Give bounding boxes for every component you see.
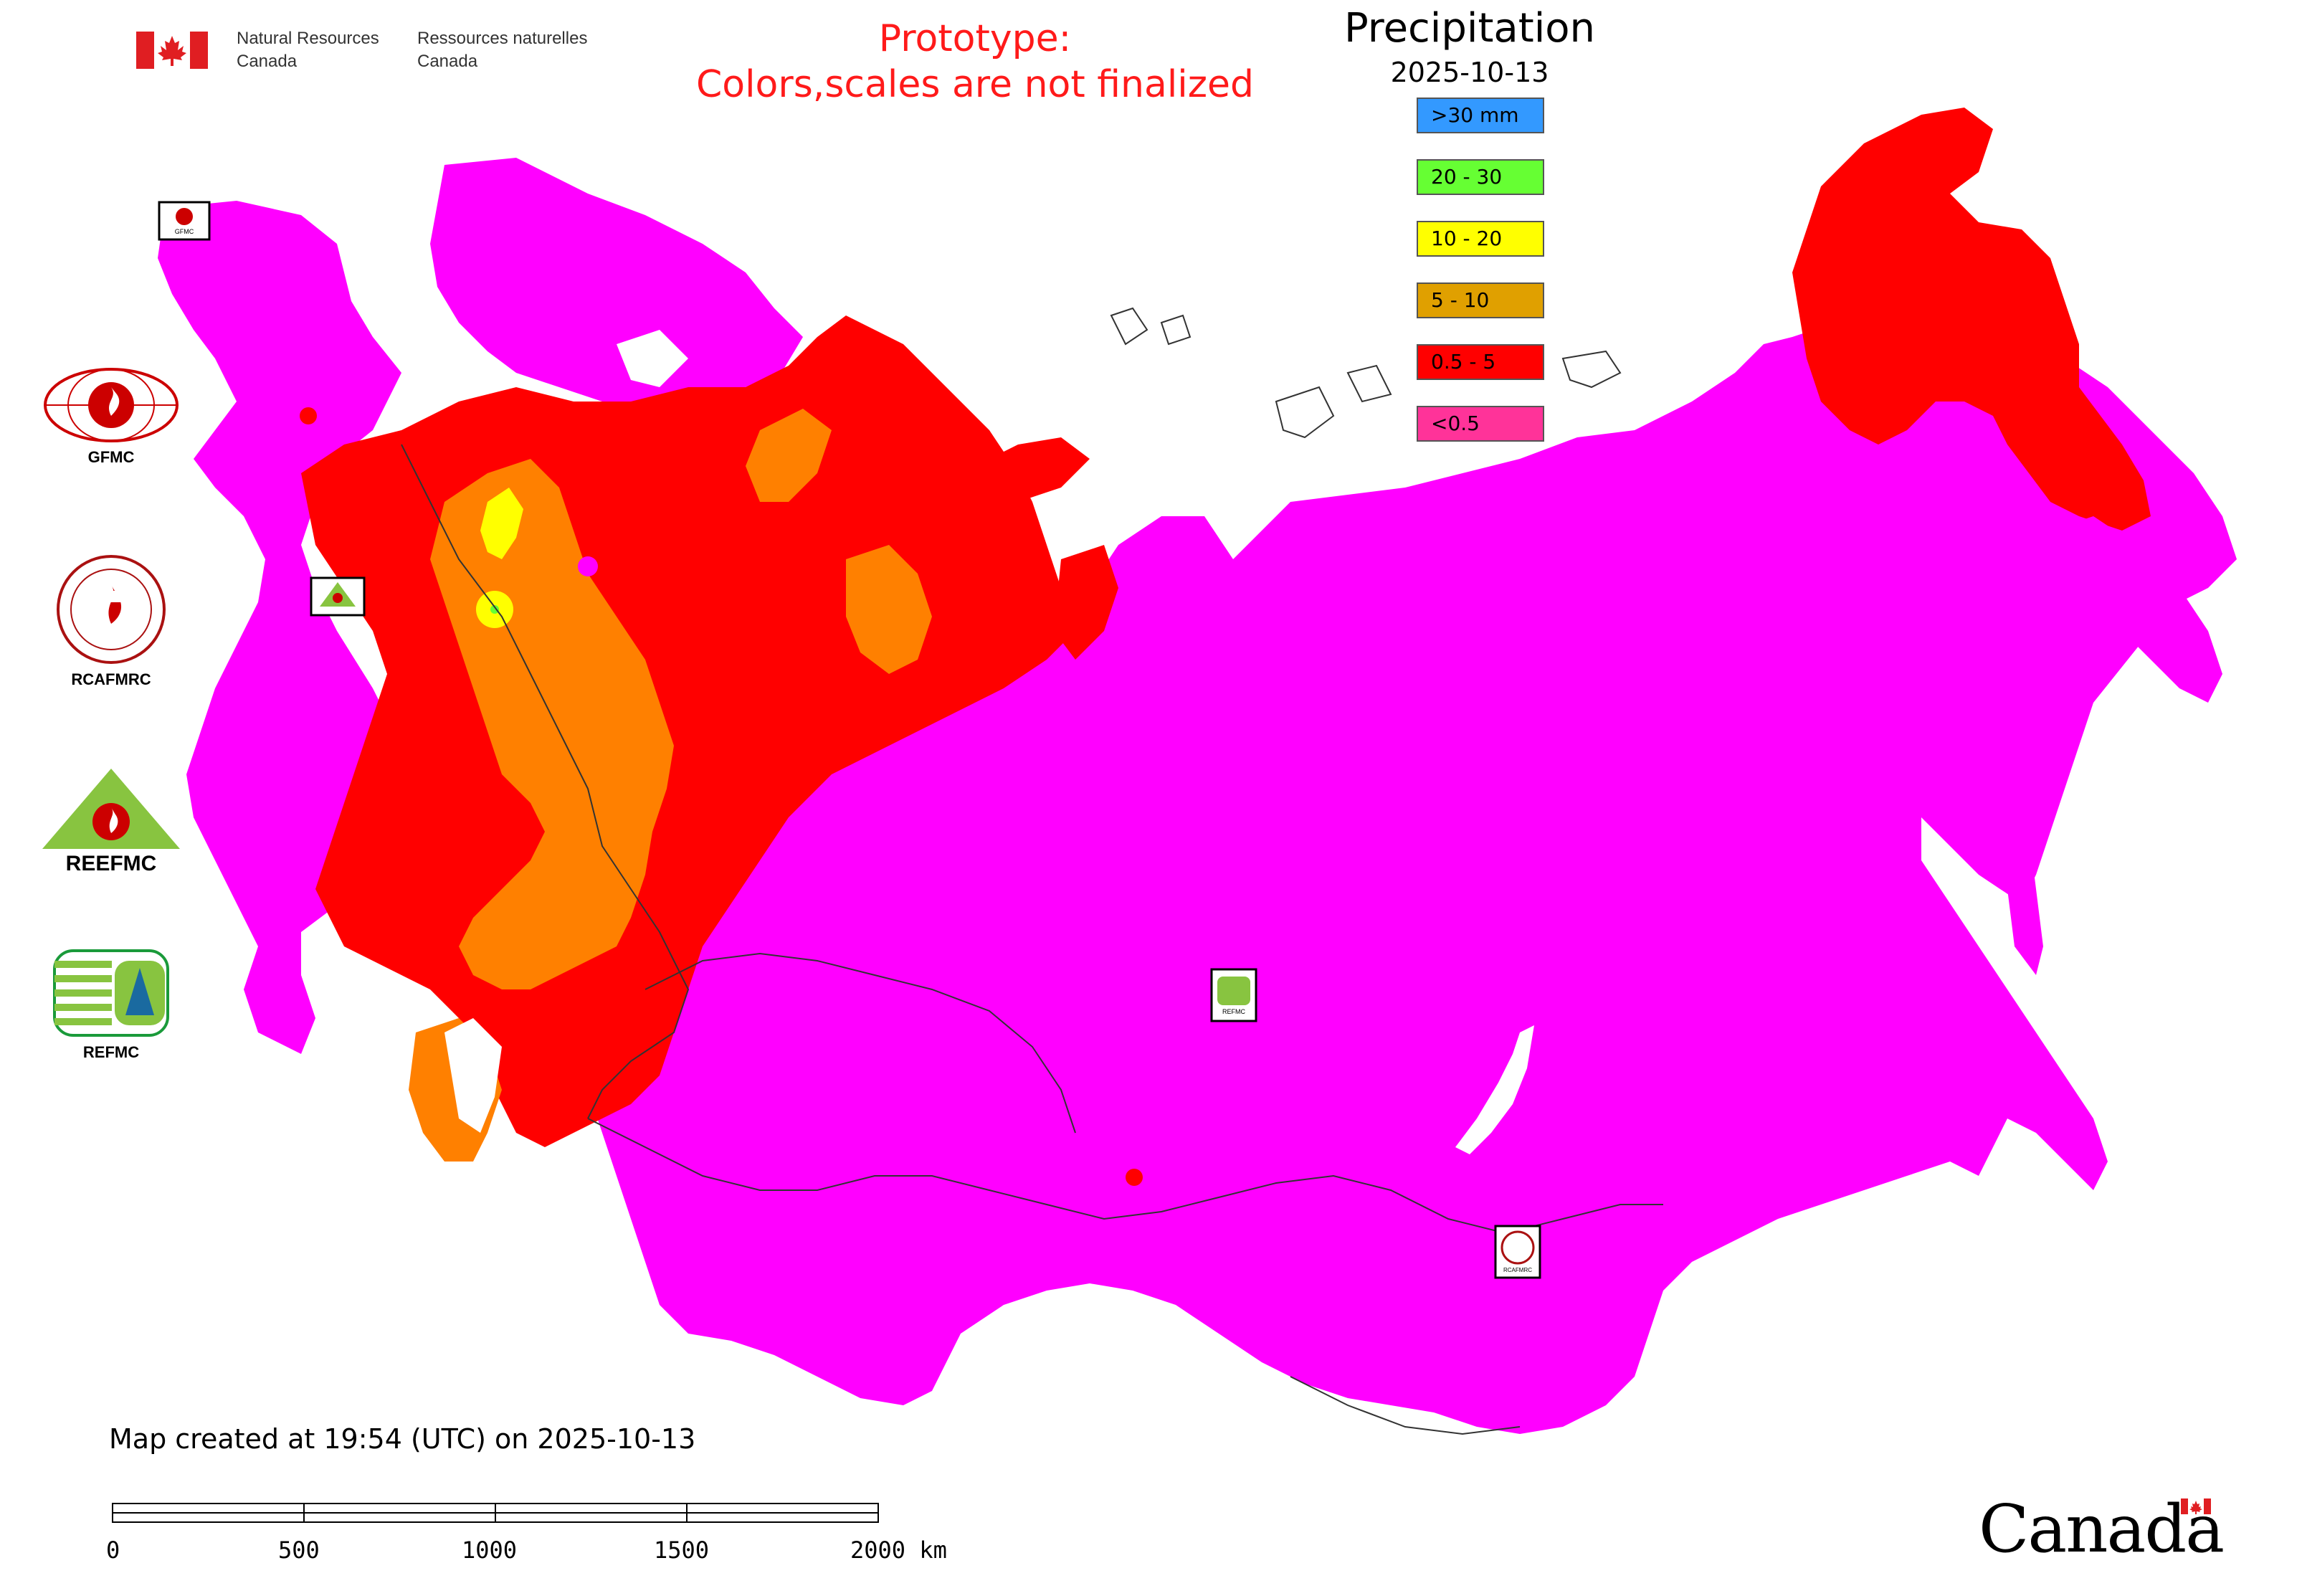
canada-wordmark-flag-icon bbox=[2181, 1498, 2211, 1514]
komi-orange-region bbox=[846, 545, 932, 674]
svg-text:RCAFMRC: RCAFMRC bbox=[1503, 1267, 1532, 1273]
agency-name-french: Ressources naturelles Canada bbox=[417, 27, 632, 73]
magenta-spot-1 bbox=[578, 556, 598, 576]
agency-wordmark: Natural Resources Canada Ressources natu… bbox=[136, 27, 638, 77]
scale-tick-0: 0 bbox=[106, 1536, 120, 1564]
scale-tick-2000: 2000 km bbox=[850, 1536, 947, 1564]
reefmc-map-marker bbox=[310, 576, 366, 617]
kamchatka-peninsula bbox=[2050, 516, 2222, 703]
prototype-notice-line2: Colors,scales are not finalized bbox=[695, 63, 1255, 106]
legend-item-gt30: >30 mm bbox=[1417, 98, 1544, 133]
prototype-notice-line1: Prototype: bbox=[878, 17, 1072, 60]
legend-item-lt0.5: <0.5 bbox=[1417, 406, 1544, 442]
legend-item-label: >30 mm bbox=[1431, 103, 1519, 127]
kazakh-border bbox=[645, 952, 1076, 1134]
svg-text:REFMC: REFMC bbox=[1222, 1008, 1245, 1015]
national-border-mongolia bbox=[1290, 1376, 1521, 1435]
rcafmrc-logo-icon bbox=[57, 555, 166, 664]
moscow-yellow-region bbox=[480, 488, 523, 559]
scale-bar-frame bbox=[112, 1503, 879, 1523]
scale-bar: 0 500 1000 1500 2000 km bbox=[106, 1503, 958, 1567]
reefmc-logo-icon: REEFMC bbox=[42, 769, 180, 875]
new-siberian-islands bbox=[1561, 350, 1622, 389]
legend-item-label: <0.5 bbox=[1431, 412, 1480, 435]
novaya-zemlya bbox=[968, 437, 1090, 516]
gfmc-logo-icon bbox=[44, 368, 179, 442]
severnaya-zemlya bbox=[1275, 364, 1392, 439]
rcafmrc-map-marker: RCAFMRC bbox=[1494, 1225, 1541, 1279]
canada-flag-icon bbox=[136, 32, 208, 69]
yamal-peninsula bbox=[1054, 545, 1118, 660]
scale-segment bbox=[496, 1504, 688, 1521]
partner-rcafmrc: RCAFMRC bbox=[29, 552, 194, 690]
chukotka-east-red bbox=[1950, 229, 2065, 402]
sakhalin-island bbox=[1993, 789, 2043, 975]
siberia-landmass bbox=[588, 280, 2237, 1434]
caspian-sea bbox=[444, 1018, 502, 1133]
scale-tick-1500: 1500 bbox=[654, 1536, 710, 1564]
partner-gfmc: GFMC bbox=[29, 366, 194, 467]
scale-segment bbox=[305, 1504, 496, 1521]
scale-tick-1000: 1000 bbox=[462, 1536, 518, 1564]
legend-item-10-20: 10 - 20 bbox=[1417, 221, 1544, 257]
scale-segment bbox=[113, 1504, 305, 1521]
partner-refmc: REFMC bbox=[29, 946, 194, 1063]
partner-refmc-label: REFMC bbox=[82, 1043, 140, 1061]
refmc-map-marker: REFMC bbox=[1210, 968, 1257, 1022]
magenta-spot-3 bbox=[272, 523, 287, 538]
legend-item-5-10: 5 - 10 bbox=[1417, 282, 1544, 318]
legend-item-label: 20 - 30 bbox=[1431, 165, 1503, 189]
lake-baikal bbox=[1455, 1025, 1534, 1154]
partner-gfmc-label: GFMC bbox=[87, 448, 135, 466]
agency-en-line1: Natural Resources bbox=[237, 29, 379, 48]
scale-tick-500: 500 bbox=[278, 1536, 320, 1564]
franz-josef-islands bbox=[1110, 307, 1192, 346]
map-created-note: Map created at 19:54 (UTC) on 2025-10-13 bbox=[109, 1423, 696, 1455]
legend-item-label: 0.5 - 5 bbox=[1431, 350, 1496, 374]
canada-wordmark: Canada bbox=[1979, 1490, 2230, 1569]
legend-item-label: 5 - 10 bbox=[1431, 288, 1490, 312]
agency-name-english: Natural Resources Canada bbox=[237, 27, 409, 73]
agency-fr-line1: Ressources naturelles bbox=[417, 29, 588, 48]
agency-en-line2: Canada bbox=[237, 52, 298, 71]
gfmc-map-marker: GFMC bbox=[158, 201, 211, 241]
reefmc-wordmark: REEFMC bbox=[66, 852, 157, 873]
legend-item-20-30: 20 - 30 bbox=[1417, 159, 1544, 195]
svg-text:GFMC: GFMC bbox=[175, 228, 194, 235]
kola-peninsula bbox=[430, 158, 803, 402]
refmc-logo-icon bbox=[53, 949, 169, 1037]
green-dot bbox=[490, 605, 499, 614]
partner-rcafmrc-label: RCAFMRC bbox=[71, 670, 151, 688]
white-sea bbox=[617, 330, 688, 387]
legend-date: 2025-10-13 bbox=[1390, 57, 1549, 88]
prototype-notice: Prototype: Colors,scales are not finaliz… bbox=[645, 16, 1305, 108]
agency-fr-line2: Canada bbox=[417, 52, 478, 71]
legend-item-label: 10 - 20 bbox=[1431, 227, 1503, 250]
legend-item-0.5-5: 0.5 - 5 bbox=[1417, 344, 1544, 380]
partner-reefmc: REEFMC bbox=[29, 766, 194, 876]
legend-title: Precipitation bbox=[1343, 5, 1596, 52]
national-border-west bbox=[401, 444, 690, 1119]
red-dot bbox=[1126, 1169, 1143, 1186]
magenta-spot-2 bbox=[300, 407, 317, 424]
arkhangelsk-orange-region bbox=[746, 409, 832, 502]
